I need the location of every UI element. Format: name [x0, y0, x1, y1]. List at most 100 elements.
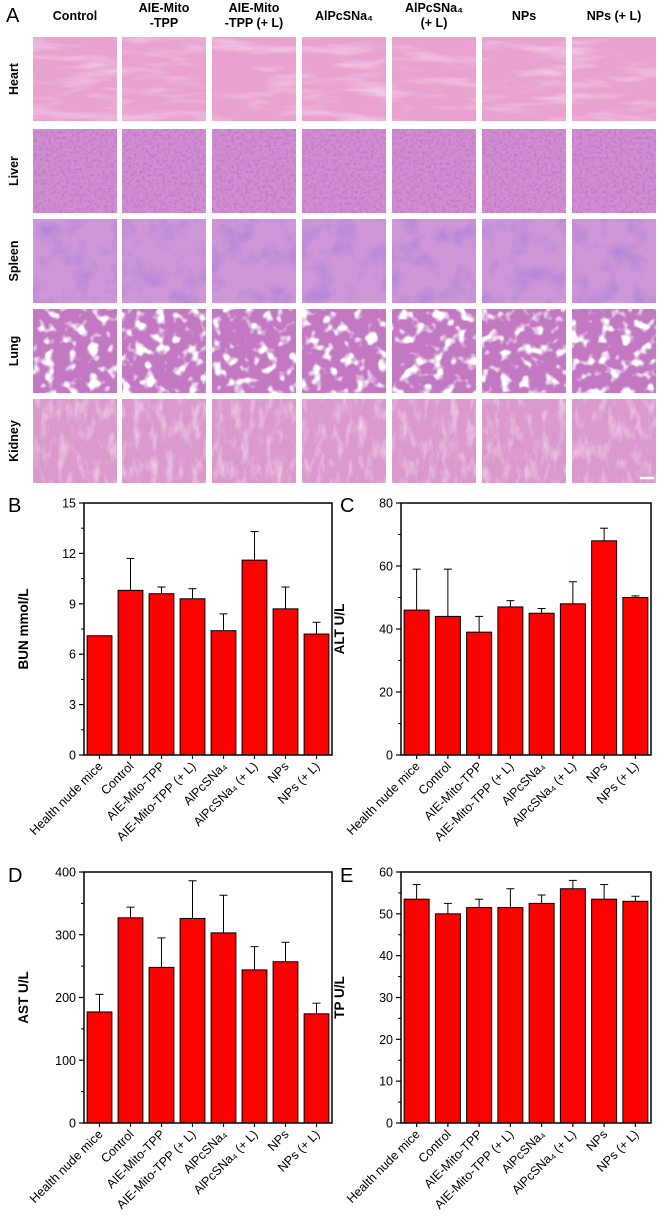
error-bar	[475, 898, 484, 908]
error-bar	[568, 581, 577, 604]
column-header-line2: -TPP	[150, 16, 178, 30]
bar	[303, 1013, 330, 1124]
column-header-line2: -TPP (+ L)	[225, 16, 283, 30]
error-bar	[95, 993, 104, 1012]
panel-letter-b: B	[8, 495, 21, 517]
x-category-label: NPs	[584, 759, 611, 786]
x-category-label: Health nude mice	[27, 759, 106, 838]
y-tick-label: 10	[379, 1075, 393, 1089]
y-tick-label: 40	[379, 949, 393, 963]
micrograph-spleen-2	[122, 219, 206, 303]
bar	[559, 888, 586, 1124]
bar	[591, 898, 618, 1124]
micrograph-lung-5	[392, 309, 476, 393]
column-header-line2: (+ L)	[421, 16, 448, 30]
bar	[272, 608, 299, 756]
micrograph-spleen-4	[302, 219, 386, 303]
error-bar	[537, 608, 546, 614]
y-tick-label: 100	[55, 1054, 76, 1068]
error-bar	[312, 621, 321, 635]
bar	[117, 589, 144, 756]
micrograph-kidney-4	[302, 399, 386, 483]
bar	[528, 902, 555, 1124]
micrograph-kidney-2	[122, 399, 206, 483]
y-tick-label: 60	[379, 866, 393, 880]
micrograph-lung-1	[33, 309, 117, 393]
column-header: Control	[53, 9, 97, 23]
error-bar	[219, 894, 228, 933]
micrograph-lung-7	[572, 309, 656, 393]
bar	[179, 917, 206, 1124]
bar	[528, 612, 555, 756]
micrograph-liver-6	[482, 129, 566, 213]
micrograph-heart-3	[212, 37, 296, 121]
x-category-label: NPs	[265, 759, 292, 786]
micrograph-spleen-7	[572, 219, 656, 303]
error-bar	[219, 613, 228, 631]
error-bar	[412, 884, 421, 900]
y-tick-label: 20	[379, 686, 393, 700]
micrograph-kidney-1	[33, 399, 117, 483]
bar	[497, 606, 524, 756]
y-tick-label: 30	[379, 991, 393, 1005]
error-bar	[443, 568, 452, 617]
error-bar	[126, 906, 135, 918]
micrograph-heart-6	[482, 37, 566, 121]
y-tick-label: 40	[379, 623, 393, 637]
bar	[466, 631, 493, 756]
y-axis-label: AST U/L	[16, 971, 31, 1024]
error-bar	[157, 586, 166, 594]
panel-letter-c: C	[340, 495, 354, 517]
bar	[86, 1011, 113, 1124]
micrograph-lung-2	[122, 309, 206, 393]
y-tick-label: 12	[62, 547, 76, 561]
row-label-heart: Heart	[7, 62, 21, 95]
bar	[241, 969, 268, 1124]
column-header: AIE-Mito	[139, 1, 190, 15]
y-tick-label: 200	[55, 991, 76, 1005]
micrograph-lung-6	[482, 309, 566, 393]
micrograph-heart-5	[392, 37, 476, 121]
y-tick-label: 0	[69, 749, 76, 763]
row-label-spleen: Spleen	[7, 241, 21, 282]
y-tick-label: 0	[386, 749, 393, 763]
bar	[241, 559, 268, 756]
micrograph-liver-2	[122, 129, 206, 213]
y-tick-label: 50	[379, 907, 393, 921]
error-bar	[188, 880, 197, 919]
x-category-label: Health nude mice	[344, 1127, 423, 1206]
y-tick-label: 0	[69, 1117, 76, 1131]
micrograph-liver-3	[212, 129, 296, 213]
micrograph-liver-5	[392, 129, 476, 213]
column-header: NPs (+ L)	[587, 9, 642, 23]
y-tick-label: 300	[55, 928, 76, 942]
bar	[434, 913, 461, 1124]
micrograph-liver-1	[33, 129, 117, 213]
micrograph-spleen-1	[33, 219, 117, 303]
micrograph-kidney-5	[392, 399, 476, 483]
error-bar	[568, 879, 577, 889]
micrograph-kidney-6	[482, 399, 566, 483]
error-bar	[281, 941, 290, 962]
y-tick-label: 15	[62, 497, 76, 511]
micrograph-heart-1	[33, 37, 117, 121]
y-axis-label: ALT U/L	[332, 604, 347, 655]
column-header: AIE-Mito	[229, 1, 280, 15]
error-bar	[506, 600, 515, 607]
x-category-label: Health nude mice	[344, 759, 423, 838]
bar	[148, 966, 175, 1124]
micrograph-lung-3	[212, 309, 296, 393]
bar	[403, 609, 430, 756]
bar	[434, 615, 461, 756]
y-tick-label: 400	[55, 866, 76, 880]
row-label-kidney: Kidney	[7, 420, 21, 462]
micrograph-spleen-5	[392, 219, 476, 303]
column-header: AlPcSNa₄	[315, 9, 373, 23]
error-bar	[631, 895, 640, 902]
panel-a-letter: A	[6, 5, 20, 27]
